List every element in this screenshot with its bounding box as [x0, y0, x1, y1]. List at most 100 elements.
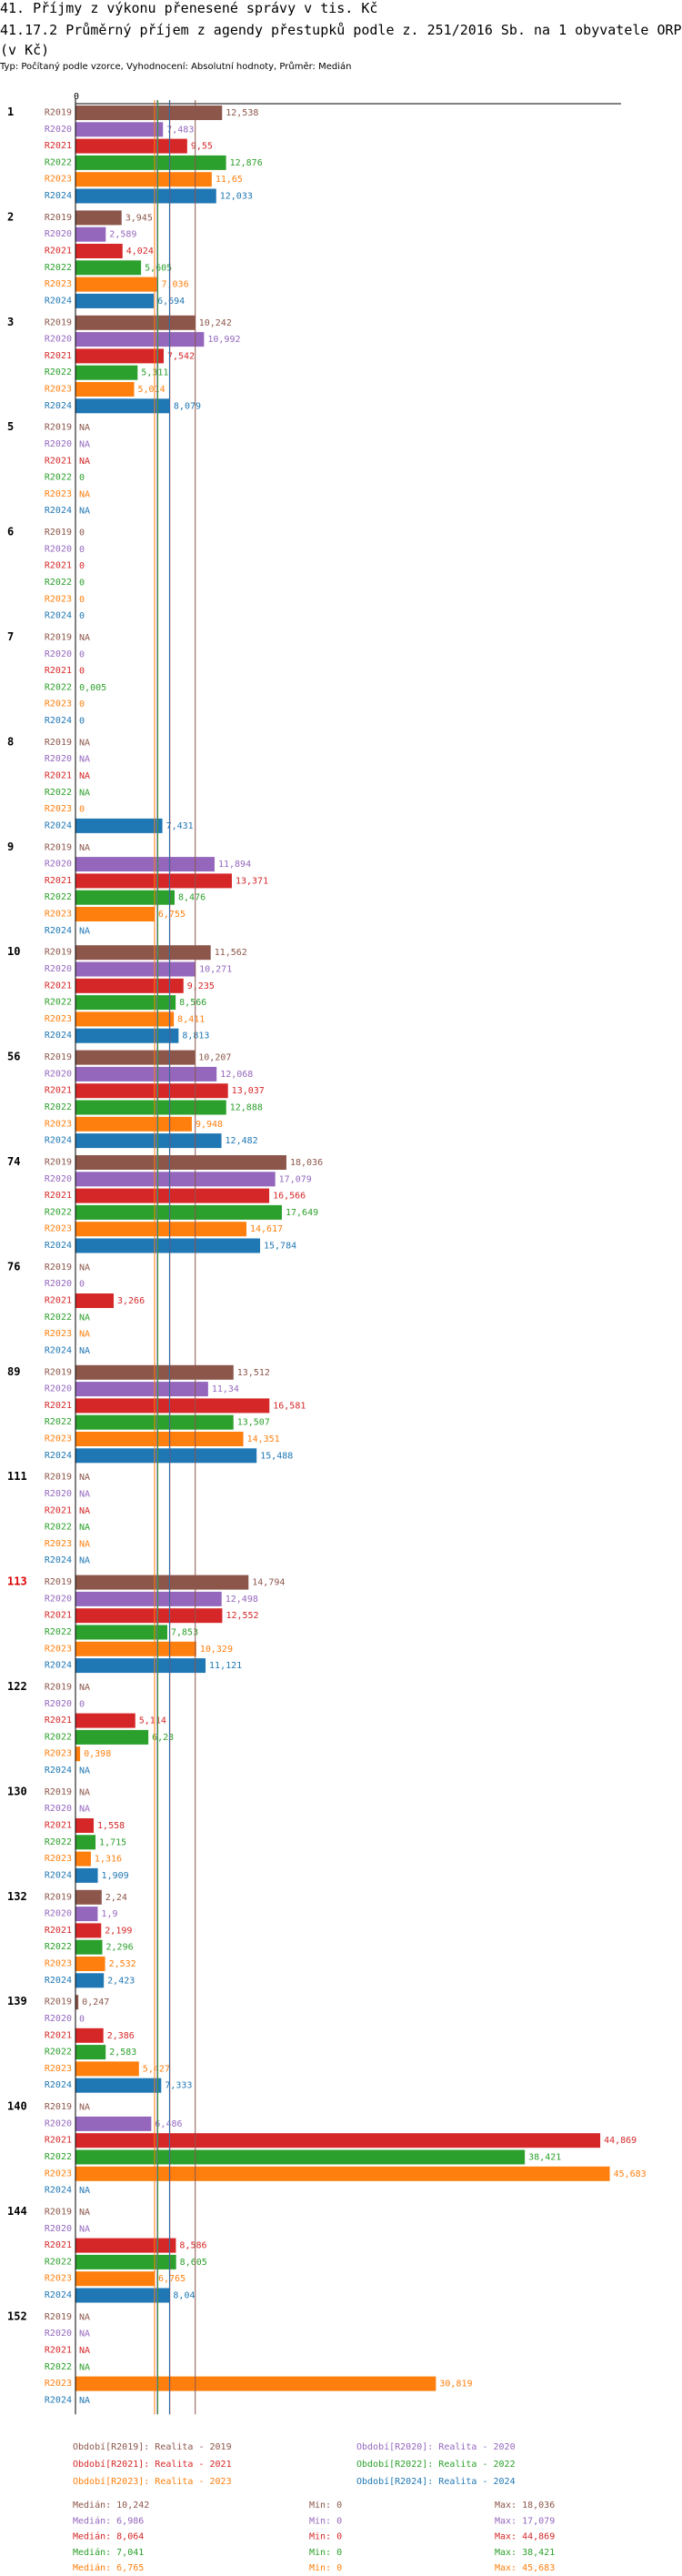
series-label: R2021 — [45, 351, 72, 361]
value-label: 38,421 — [528, 2153, 561, 2163]
series-label: R2021 — [45, 1401, 72, 1411]
value-label: NA — [79, 2346, 90, 2356]
series-label: R2023 — [45, 1644, 72, 1654]
series-label: R2022 — [45, 473, 72, 483]
value-label: 8,411 — [177, 1014, 205, 1024]
value-label: 30,819 — [439, 2380, 472, 2390]
value-label: 12,033 — [220, 192, 253, 202]
series-label: R2019 — [45, 1263, 72, 1273]
series-label: R2022 — [45, 1417, 72, 1427]
series-label: R2019 — [45, 2102, 72, 2112]
series-label: R2021 — [45, 1926, 72, 1936]
series-label: R2019 — [45, 948, 72, 958]
bar — [75, 210, 122, 226]
value-label: NA — [79, 738, 90, 748]
series-label: R2022 — [45, 2152, 72, 2162]
bar — [75, 1818, 95, 1833]
series-label: R2019 — [45, 738, 72, 748]
bar — [75, 1116, 192, 1132]
series-label: R2023 — [45, 385, 72, 395]
series-label: R2021 — [45, 981, 72, 991]
value-label: 6,765 — [158, 2274, 186, 2284]
bar — [75, 1995, 79, 2010]
stat-max: Max: 44,869 — [495, 2532, 555, 2542]
group-label: 7 — [7, 630, 14, 643]
value-label: NA — [79, 489, 90, 499]
value-label: 18,036 — [290, 1158, 323, 1168]
value-label: NA — [79, 1556, 90, 1566]
bar — [75, 260, 142, 276]
value-label: NA — [79, 1473, 90, 1483]
value-label: NA — [79, 755, 90, 765]
series-label: R2023 — [45, 2274, 72, 2284]
bar — [75, 172, 212, 187]
value-label: 5,605 — [145, 263, 172, 273]
bar — [75, 818, 163, 833]
series-label: R2022 — [45, 263, 72, 273]
bar — [75, 2116, 152, 2131]
value-label: 11,894 — [218, 860, 251, 870]
series-label: R2019 — [45, 1997, 72, 2007]
group-label: 139 — [7, 1995, 27, 2007]
series-label: R2022 — [45, 157, 72, 167]
group-label: 113 — [7, 1575, 27, 1588]
value-label: 7,036 — [161, 280, 188, 290]
series-label: R2023 — [45, 489, 72, 499]
bar — [75, 106, 223, 120]
series-label: R2023 — [45, 804, 72, 814]
value-label: 0 — [79, 805, 85, 815]
bar — [75, 365, 138, 380]
bar — [75, 995, 176, 1011]
series-label: R2022 — [45, 998, 72, 1008]
value-label: 10,992 — [207, 335, 240, 345]
value-label: 7,853 — [171, 1628, 198, 1638]
series-label: R2022 — [45, 1627, 72, 1637]
series-label: R2020 — [45, 1279, 72, 1289]
value-label: 8,476 — [178, 893, 206, 903]
group-label: 132 — [7, 1890, 27, 1903]
value-label: 1,909 — [102, 1871, 129, 1881]
value-label: NA — [79, 1766, 90, 1776]
bar — [75, 1011, 175, 1027]
bar — [75, 244, 123, 258]
series-label: R2024 — [45, 1241, 72, 1251]
stat-min: Min: 0 — [309, 2501, 342, 2511]
bar — [75, 1575, 249, 1590]
bar — [75, 1172, 276, 1187]
value-label: 13,507 — [237, 1418, 270, 1428]
value-label: 0 — [79, 717, 85, 727]
bar — [75, 873, 232, 889]
value-label: 8,04 — [173, 2291, 195, 2301]
value-label: 0,247 — [82, 1997, 109, 2007]
group-label: 8 — [7, 735, 14, 748]
value-label: NA — [79, 2103, 90, 2113]
series-label: R2022 — [45, 2362, 72, 2372]
bar — [75, 122, 164, 137]
chart-title: 41. Příjmy z výkonu přenesené správy v t… — [0, 0, 378, 16]
value-label: 16,566 — [273, 1192, 306, 1202]
series-label: R2020 — [45, 649, 72, 659]
stat-min: Min: 0 — [309, 2532, 342, 2542]
series-label: R2019 — [45, 423, 72, 433]
stat-median: Medián: 10,242 — [73, 2500, 149, 2511]
value-label: 4,024 — [126, 247, 154, 257]
value-label: 12,876 — [230, 158, 263, 168]
series-label: R2023 — [45, 1959, 72, 1969]
series-label: R2021 — [45, 1611, 72, 1621]
series-label: R2023 — [45, 1224, 72, 1234]
series-label: R2023 — [45, 1329, 72, 1339]
series-label: R2024 — [45, 1555, 72, 1565]
series-label: R2020 — [45, 2329, 72, 2339]
series-label: R2020 — [45, 125, 72, 135]
series-label: R2024 — [45, 1345, 72, 1355]
bar — [75, 2238, 176, 2253]
bar — [75, 1398, 270, 1414]
series-label: R2022 — [45, 788, 72, 798]
series-label: R2022 — [45, 1942, 72, 1952]
series-label: R2019 — [45, 1683, 72, 1693]
series-label: R2020 — [45, 1699, 72, 1709]
value-label: 8,079 — [174, 401, 201, 411]
stat-median: Medián: 6,986 — [73, 2515, 144, 2526]
bar — [75, 188, 216, 204]
stat-min: Min: 0 — [309, 2548, 342, 2558]
